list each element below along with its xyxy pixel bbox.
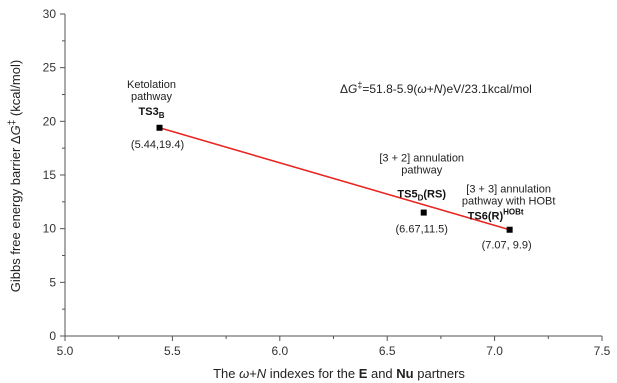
- fit-line: [159, 127, 510, 231]
- axes: [64, 14, 602, 337]
- y-axis-ticks: 0 5 10 15 20 25 30: [43, 7, 65, 343]
- pathway-label: Ketolation: [127, 79, 176, 91]
- x-axis-ticks: 5.0 5.5 6.0 6.5 7.0 7.5: [57, 336, 611, 358]
- x-tick-label: 5.0: [57, 344, 74, 358]
- pathway-label: [3 + 3] annulation: [466, 184, 551, 196]
- ts-label: TS6(R)HOBt: [468, 208, 524, 223]
- x-tick-label: 6.0: [271, 344, 288, 358]
- pathway-label: pathway: [131, 91, 172, 103]
- x-tick-label: 7.0: [486, 344, 503, 358]
- data-point: [420, 209, 427, 216]
- data-point: [156, 124, 163, 131]
- pathway-label: pathway with HOBt: [462, 196, 556, 208]
- x-axis-label: The ω+N indexes for the E and Nu partner…: [213, 366, 465, 381]
- data-points: [156, 124, 513, 233]
- pathway-label: pathway: [401, 165, 442, 177]
- coord-label: (5.44,19.4): [131, 139, 184, 151]
- y-tick-label: 20: [43, 114, 57, 128]
- coord-label: (6.67,11.5): [396, 224, 448, 236]
- y-tick-label: 30: [43, 7, 57, 21]
- y-axis-label: Gibbs free energy barrier ΔG‡ (kcal/mol): [7, 60, 23, 292]
- fit-line-group: [159, 127, 510, 231]
- x-tick-label: 7.5: [594, 344, 611, 358]
- data-point: [506, 226, 513, 233]
- y-tick-label: 5: [49, 275, 56, 289]
- pathway-label: [3 + 2] annulation: [379, 153, 464, 165]
- ts-label: TS3B: [139, 106, 165, 120]
- y-tick-label: 15: [43, 168, 57, 182]
- y-tick-label: 25: [43, 61, 57, 75]
- y-tick-label: 0: [49, 329, 56, 343]
- coord-label: (7.07, 9.9): [482, 240, 532, 252]
- x-tick-label: 6.5: [379, 344, 396, 358]
- x-tick-label: 5.5: [164, 344, 181, 358]
- equation-text: ΔG‡=51.8-5.9(ω+N)eV/23.1kcal/mol: [340, 80, 532, 96]
- ts-label: TS5D(RS): [397, 189, 446, 203]
- y-tick-label: 10: [43, 222, 57, 236]
